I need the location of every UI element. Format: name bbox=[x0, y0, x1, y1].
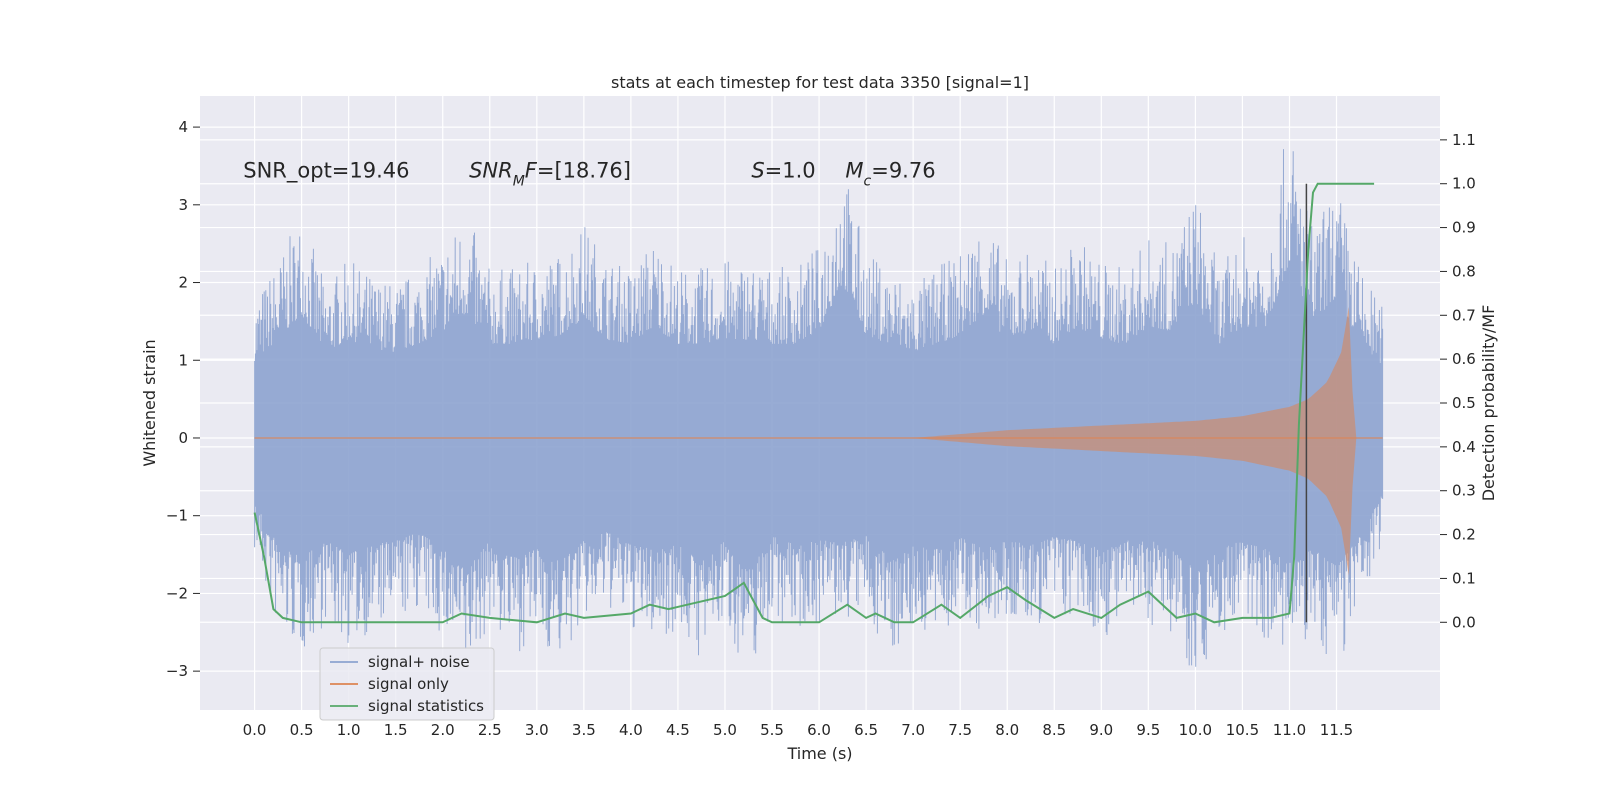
x-tick-label: 1.0 bbox=[337, 721, 361, 739]
y-tick-label: 4 bbox=[178, 118, 188, 136]
x-tick-label: 5.5 bbox=[760, 721, 784, 739]
y-tick-label: 2 bbox=[178, 274, 188, 292]
y-axis-left: −3 −2 −1 0 1 2 3 4 bbox=[166, 118, 200, 680]
y-right-tick-label: 0.6 bbox=[1452, 350, 1476, 368]
y-tick-label: 1 bbox=[178, 351, 188, 369]
y-right-tick-label: 0.0 bbox=[1452, 613, 1476, 631]
y-right-tick-label: 0.9 bbox=[1452, 219, 1476, 237]
series-signal-only bbox=[254, 306, 1383, 576]
x-tick-label: 2.0 bbox=[431, 721, 455, 739]
x-tick-label: 6.0 bbox=[807, 721, 831, 739]
legend-label-signal-statistics: signal statistics bbox=[368, 697, 484, 715]
snr-opt-annotation: SNR_opt=19.46 bbox=[243, 159, 409, 184]
x-tick-label: 5.0 bbox=[713, 721, 737, 739]
legend-box bbox=[319, 647, 495, 721]
x-tick-label: 11.0 bbox=[1273, 721, 1306, 739]
y-right-tick-label: 0.3 bbox=[1452, 482, 1476, 500]
y-right-tick-label: 0.1 bbox=[1452, 569, 1476, 587]
chart-title: stats at each timestep for test data 335… bbox=[611, 73, 1029, 92]
annotation-layer: SNR_opt=19.46 SNRMF=[18.76] S=1.0 Mc=9.76 bbox=[243, 159, 935, 190]
x-tick-label: 8.5 bbox=[1042, 721, 1066, 739]
y-right-tick-label: 0.2 bbox=[1452, 526, 1476, 544]
y-right-tick-label: 1.0 bbox=[1452, 175, 1476, 193]
series-signal-noise bbox=[254, 149, 1384, 667]
x-axis: 0.0 0.5 1.0 1.5 2.0 2.5 3.0 3.5 4.0 4.5 5.0 5.5 6.0 6… bbox=[243, 721, 1354, 739]
series-signal-statistics bbox=[253, 182, 1375, 624]
snr-mf-annotation: SNRMF=[18.76] bbox=[469, 159, 631, 190]
y-axis-right: 0.0 0.1 0.2 0.3 0.4 0.5 0.6 0.7 0.8 0.9 1.0 1.1 bbox=[1440, 131, 1476, 631]
legend-label-signal-noise: signal+ noise bbox=[368, 653, 470, 671]
x-tick-label: 10.5 bbox=[1226, 721, 1259, 739]
x-tick-label: 7.5 bbox=[948, 721, 972, 739]
series-layer bbox=[253, 149, 1384, 667]
y-tick-label: 0 bbox=[178, 429, 188, 447]
mc-annotation: Mc=9.76 bbox=[845, 159, 935, 190]
y-axis-label: Whitened strain bbox=[140, 339, 159, 466]
x-tick-label: 6.5 bbox=[854, 721, 878, 739]
y-tick-label: −1 bbox=[166, 507, 188, 525]
x-tick-label: 3.5 bbox=[572, 721, 596, 739]
x-tick-label: 2.5 bbox=[478, 721, 502, 739]
legend-label-signal-only: signal only bbox=[368, 675, 449, 693]
x-tick-label: 0.0 bbox=[243, 721, 267, 739]
x-tick-label: 9.0 bbox=[1089, 721, 1113, 739]
s-annotation: S=1.0 bbox=[751, 159, 815, 183]
x-tick-label: 1.5 bbox=[384, 721, 408, 739]
y-right-tick-label: 0.5 bbox=[1452, 394, 1476, 412]
x-tick-label: 11.5 bbox=[1320, 721, 1353, 739]
legend: signal+ noise signal only signal statist… bbox=[319, 647, 495, 721]
x-tick-label: 3.0 bbox=[525, 721, 549, 739]
x-tick-label: 10.0 bbox=[1179, 721, 1212, 739]
y-tick-label: −2 bbox=[166, 584, 188, 602]
y-tick-label: 3 bbox=[178, 196, 188, 214]
y-axis-right-label: Detection probability/MF bbox=[1479, 305, 1498, 502]
y-right-tick-label: 1.1 bbox=[1452, 131, 1476, 149]
y-right-tick-label: 0.8 bbox=[1452, 262, 1476, 280]
x-tick-label: 8.0 bbox=[995, 721, 1019, 739]
y-right-tick-label: 0.7 bbox=[1452, 306, 1476, 324]
y-tick-label: −3 bbox=[166, 662, 188, 680]
y-right-tick-label: 0.4 bbox=[1452, 438, 1476, 456]
x-tick-label: 4.5 bbox=[666, 721, 690, 739]
x-tick-label: 7.0 bbox=[901, 721, 925, 739]
x-tick-label: 4.0 bbox=[619, 721, 643, 739]
x-tick-label: 0.5 bbox=[290, 721, 314, 739]
x-axis-label: Time (s) bbox=[786, 744, 852, 763]
x-tick-label: 9.5 bbox=[1136, 721, 1160, 739]
